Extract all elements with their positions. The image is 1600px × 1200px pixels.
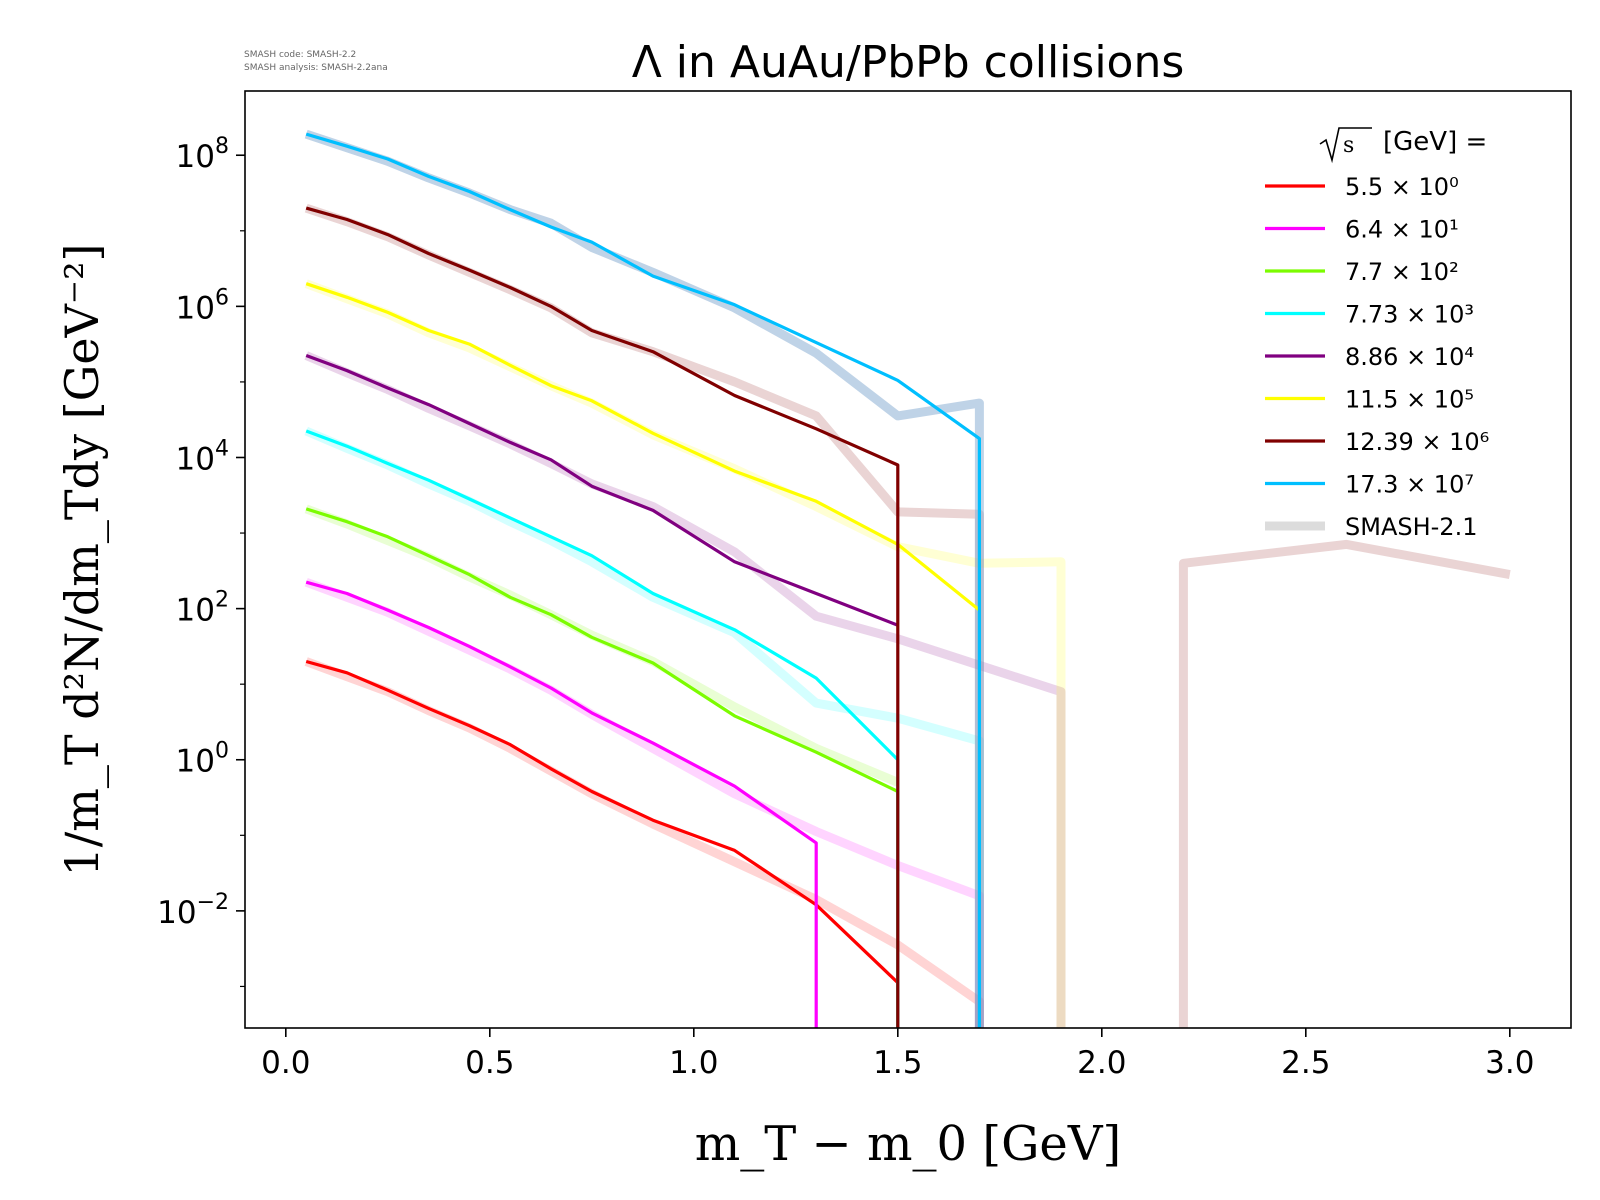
chart-title: Λ in AuAu/PbPb collisions xyxy=(632,37,1185,88)
legend-label-8: SMASH-2.1 xyxy=(1345,513,1477,541)
x-tick-label-1: 0.5 xyxy=(465,1045,514,1081)
series-line-1 xyxy=(305,580,818,1028)
reference-line-3 xyxy=(304,426,984,1028)
legend-title: s [GeV] = xyxy=(1319,127,1487,164)
watermark-line-2: SMASH analysis: SMASH-2.2ana xyxy=(244,63,388,73)
y-axis-label: 1/m_T d²N/dm_Tdy [GeV⁻²] xyxy=(55,244,109,877)
x-tick-label-5: 2.5 xyxy=(1281,1045,1330,1081)
watermark-line-1: SMASH code: SMASH-2.2 xyxy=(244,50,356,60)
y-tick-label-5: 10−2 xyxy=(157,890,229,931)
series-line-2 xyxy=(305,507,900,1028)
sqrt-s-text: s xyxy=(1343,133,1354,158)
legend-label-4: 8.86 × 10⁴ xyxy=(1345,343,1474,371)
legend-label-6: 12.39 × 10⁶ xyxy=(1345,428,1489,456)
series-line-5 xyxy=(305,282,981,612)
legend-label-3: 7.73 × 10³ xyxy=(1345,301,1474,329)
legend-label-1: 6.4 × 10¹ xyxy=(1345,216,1459,244)
series-line-3 xyxy=(305,429,900,1028)
legend-label-2: 7.7 × 10² xyxy=(1345,258,1459,286)
legend-label-7: 17.3 × 10⁷ xyxy=(1345,471,1474,499)
x-axis-label: m_T − m_0 [GeV] xyxy=(695,1116,1121,1172)
legend-label-5: 11.5 × 10⁵ xyxy=(1345,386,1474,414)
reference-line-6 xyxy=(304,203,984,1028)
series-line-4 xyxy=(305,353,899,627)
x-tick-label-6: 3.0 xyxy=(1485,1045,1534,1081)
y-tick-label-1: 106 xyxy=(176,285,229,326)
reference-line-4 xyxy=(304,351,1066,1028)
reference-line-5 xyxy=(304,279,1066,1028)
series-line-7 xyxy=(305,132,982,1028)
y-tick-label-2: 104 xyxy=(176,436,229,477)
y-tick-label-3: 102 xyxy=(176,588,229,629)
data-lines xyxy=(305,132,982,1028)
x-tick-label-3: 1.5 xyxy=(873,1045,922,1081)
legend-title-text: [GeV] = xyxy=(1383,127,1487,157)
sqrt-symbol xyxy=(1319,127,1372,164)
x-tick-label-2: 1.0 xyxy=(669,1045,718,1081)
x-axis-ticks: 0.0 0.5 1.0 1.5 2.0 2.5 3.0 xyxy=(261,1028,1534,1081)
reference-line-extra-0 xyxy=(1178,539,1511,1028)
plot-frame xyxy=(244,90,1572,1029)
series-line-6 xyxy=(305,206,900,1028)
y-axis-ticks: 108 106 104 102 100 10−2 xyxy=(157,134,245,988)
y-tick-label-0: 108 xyxy=(176,134,229,175)
y-tick-label-4: 100 xyxy=(176,739,229,780)
legend: s [GeV] = 5.5 × 10⁰ 6.4 × 10¹ 7.7 × 10² 7.7… xyxy=(1265,127,1489,541)
legend-label-0: 5.5 × 10⁰ xyxy=(1345,173,1459,201)
plot-area xyxy=(245,91,1571,1028)
x-tick-label-0: 0.0 xyxy=(261,1045,310,1081)
x-tick-label-4: 2.0 xyxy=(1077,1045,1126,1081)
legend-entries: 5.5 × 10⁰ 6.4 × 10¹ 7.7 × 10² 7.73 × 10³ 8.8… xyxy=(1265,173,1489,541)
